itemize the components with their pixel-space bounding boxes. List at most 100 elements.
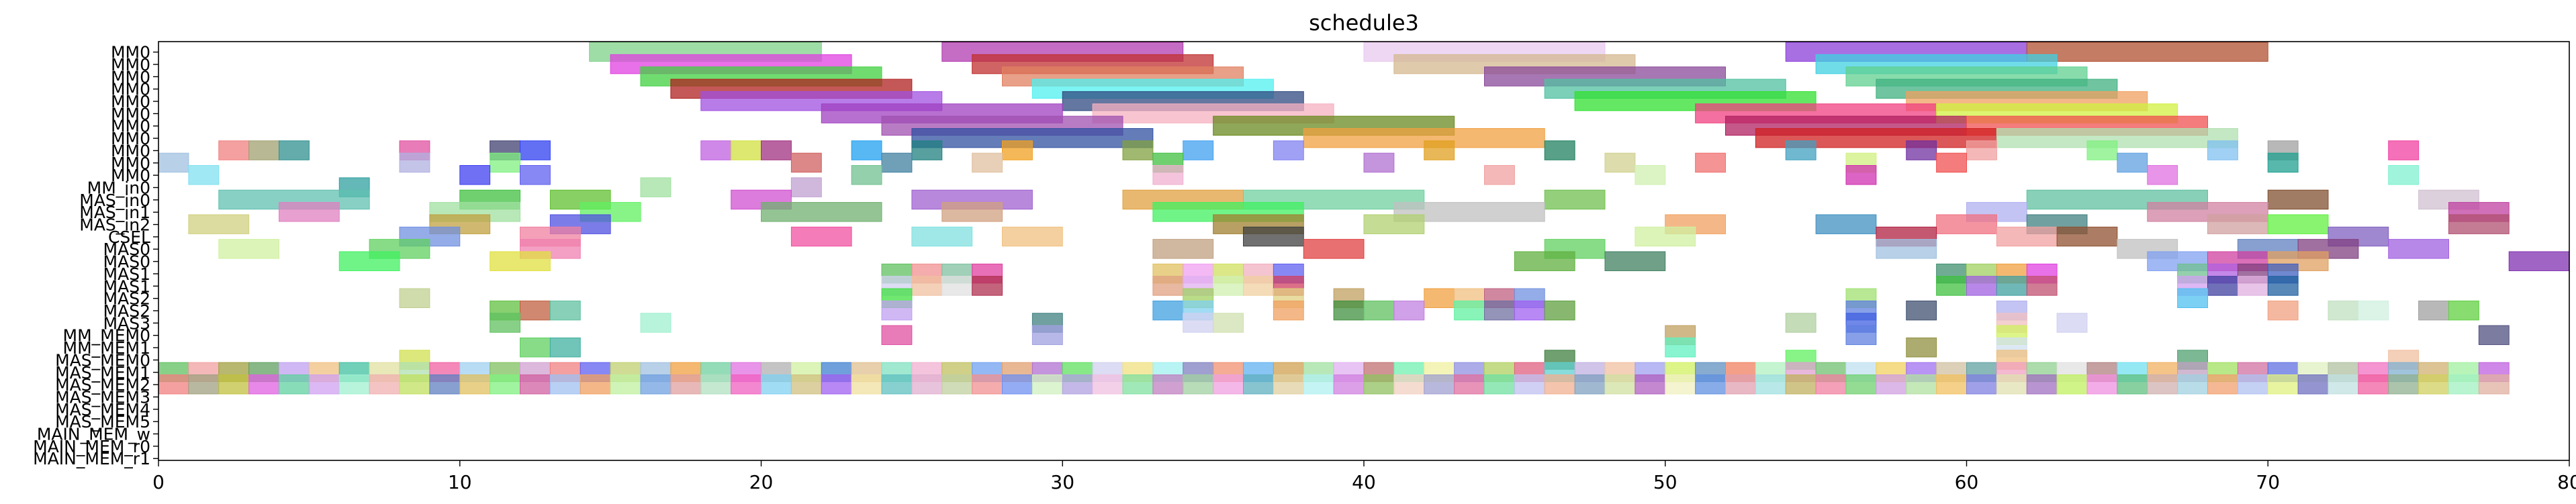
task-bar-125 [1996,226,2058,247]
task-bar-353 [1213,374,1244,395]
task-bar-74 [851,165,882,185]
task-bar-226 [1845,325,1877,346]
y-tick-label-17: MAS0 [103,252,150,272]
task-bar-65 [1604,152,1636,173]
x-tick-label-5: 50 [1653,471,1677,493]
y-tick-label-14: MAS_in2 [79,215,150,235]
y-tick-label-1: MM0 [111,55,150,74]
task-bar-66 [1695,152,1726,173]
y-tick-label-15: CSEL [108,228,150,247]
task-bar-214 [490,313,520,333]
task-bar-368 [1665,374,1696,395]
task-bar-198 [1273,300,1304,321]
task-bar-390 [2328,374,2359,395]
task-bar-210 [2328,300,2359,321]
task-bar-320 [218,374,250,395]
task-bar-381 [2056,374,2088,395]
task-bar-374 [1845,374,1877,395]
task-bar-229 [520,337,551,358]
task-bar-352 [1183,374,1214,395]
task-bar-45 [1122,140,1154,160]
task-bar-4 [2026,42,2268,62]
task-bar-58 [399,152,430,173]
task-bar-95 [279,202,340,222]
task-bar-340 [821,374,852,395]
task-bar-344 [941,374,973,395]
task-bar-111 [1815,214,1877,234]
task-bar-44 [1002,140,1033,160]
task-bar-73 [520,165,551,185]
task-bar-318 [158,374,189,395]
task-bar-395 [2478,374,2510,395]
task-bar-43 [911,140,943,160]
task-bar-365 [1574,374,1606,395]
y-tick-label-9: MM0 [111,154,150,173]
task-bar-53 [2086,140,2118,160]
task-bar-50 [1785,140,1816,160]
task-bar-201 [1393,300,1425,321]
y-tick-label-12: MAS_in0 [79,191,150,210]
y-tick-label-30: MAS_MEM5 [55,412,150,432]
task-bar-212 [2418,300,2449,321]
task-bar-139 [338,251,400,271]
task-bar-362 [1484,374,1515,395]
y-tick-label-33: MAIN_MEM_r1 [33,449,150,468]
task-bar-123 [1635,226,1696,247]
task-bar-122 [1243,226,1304,247]
task-bar-170 [1213,276,1244,296]
task-bar-59 [490,152,520,173]
task-bar-128 [218,239,279,259]
x-tick-label-7: 70 [2256,471,2280,493]
task-bar-49 [1544,140,1575,160]
task-bar-204 [1514,300,1545,321]
task-bar-356 [1303,374,1334,395]
task-bar-82 [640,177,672,197]
task-bar-168 [1152,276,1184,296]
task-bar-48 [1424,140,1455,160]
chart-title: schedule3 [1309,10,1419,36]
task-bar-384 [2147,374,2178,395]
task-bar-199 [1333,300,1365,321]
task-bar-372 [1785,374,1816,395]
task-bar-346 [1002,374,1033,395]
task-bar-131 [1152,239,1214,259]
task-bar-178 [2207,276,2238,296]
task-bar-200 [1363,300,1395,321]
y-tick-label-6: MM0 [111,117,150,136]
task-bar-38 [520,140,551,160]
task-bar-35 [279,140,310,160]
y-tick-label-18: MAS1 [103,264,150,284]
x-tick-label-3: 30 [1050,471,1074,493]
x-tick-label-0: 0 [152,471,165,493]
task-bar-83 [790,177,822,197]
task-bar-322 [279,374,310,395]
task-bar-321 [248,374,279,395]
y-tick-label-25: MAS_MEM0 [55,350,150,370]
task-bar-134 [1876,239,1937,259]
task-bar-377 [1936,374,1967,395]
task-bar-231 [1665,337,1696,358]
task-bar-71 [188,165,220,185]
task-bar-52 [1966,140,1997,160]
task-bar-141 [1514,251,1575,271]
task-bar-142 [1604,251,1666,271]
x-tick-label-4: 40 [1352,471,1376,493]
task-bar-347 [1031,374,1063,395]
task-bar-176 [2026,276,2058,296]
task-bar-329 [490,374,520,395]
task-bar-343 [911,374,943,395]
task-bar-120 [911,226,973,247]
y-tick-label-20: MAS2 [103,289,150,309]
x-tick-label-8: 80 [2557,471,2576,493]
task-bar-115 [2267,214,2329,234]
task-bar-34 [248,140,279,160]
y-tick-label-22: MAS3 [103,313,150,333]
task-bar-56 [2388,140,2420,160]
y-tick-label-5: MM0 [111,104,150,123]
task-bar-112 [1936,214,1997,234]
task-bar-33 [218,140,250,160]
task-bar-218 [1213,313,1244,333]
task-bar-366 [1604,374,1636,395]
task-bar-334 [640,374,672,395]
